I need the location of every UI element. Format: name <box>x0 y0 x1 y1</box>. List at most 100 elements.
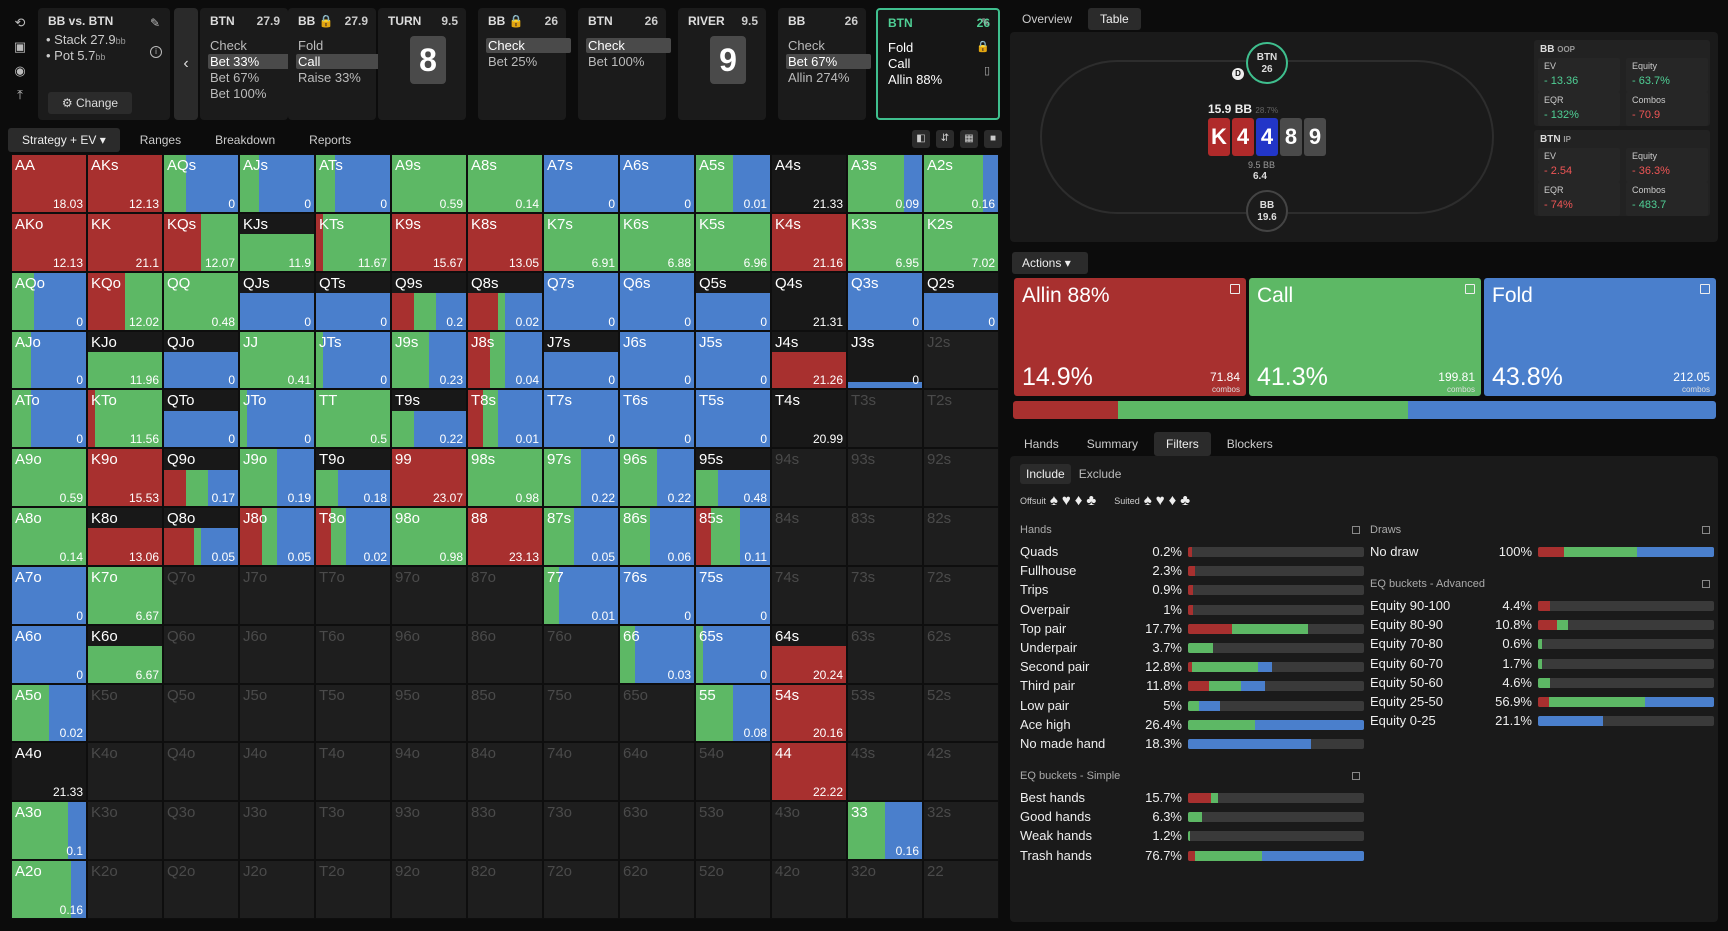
change-button[interactable]: ⚙ Change <box>48 92 132 114</box>
hand-cell[interactable]: 99 23.07 <box>391 448 467 508</box>
hand-cell[interactable]: K9s 15.67 <box>391 212 467 272</box>
filter-row[interactable]: Equity 0-25 21.1% <box>1370 711 1714 730</box>
hand-cell[interactable]: J8s 0.04 <box>467 330 543 390</box>
hand-cell[interactable]: Q3o <box>163 801 239 861</box>
hand-cell[interactable]: 64o <box>619 742 695 802</box>
node-option[interactable]: Bet 25% <box>488 54 538 69</box>
tab-summary[interactable]: Summary <box>1086 437 1139 451</box>
hand-cell[interactable]: 43o <box>771 801 847 861</box>
hand-cell[interactable]: J5o <box>239 683 315 743</box>
hand-cell[interactable]: AJs 0 <box>239 154 315 213</box>
filter-row[interactable]: Equity 25-50 56.9% <box>1370 692 1714 711</box>
hand-cell[interactable]: AKo 12.13 <box>11 212 87 272</box>
save-icon[interactable]: ▣ <box>13 39 27 54</box>
hand-cell[interactable]: 92o <box>391 860 467 919</box>
hand-cell[interactable]: 95s 0.48 <box>695 448 771 508</box>
tab-table[interactable]: Table <box>1088 8 1141 30</box>
hand-cell[interactable]: Q2s 0 <box>923 271 999 331</box>
hand-cell[interactable]: 94o <box>391 742 467 802</box>
hand-cell[interactable]: 84s <box>771 507 847 566</box>
tree-node-3[interactable]: BB 🔒 26 Check Bet 25% <box>478 8 571 120</box>
hand-cell[interactable]: ATs 0 <box>315 154 391 213</box>
hand-cell[interactable]: K6o 6.67 <box>87 624 163 684</box>
hand-cell[interactable]: 84o <box>467 742 543 802</box>
hand-cell[interactable]: 82s <box>923 507 999 566</box>
filter-row[interactable]: Underpair 3.7% <box>1020 638 1364 657</box>
hand-cell[interactable]: 83s <box>847 507 923 566</box>
seat-btn[interactable]: BTN 26 <box>1246 42 1288 84</box>
node-option[interactable]: Check <box>486 38 571 53</box>
square-icon[interactable] <box>1465 284 1475 294</box>
chevron-left-icon[interactable]: ‹ <box>174 8 198 120</box>
filter-row[interactable]: Overpair 1% <box>1020 600 1364 619</box>
hand-cell[interactable]: 73o <box>543 801 619 861</box>
hand-cell[interactable]: T3o <box>315 801 391 861</box>
hand-cell[interactable]: 54s 20.16 <box>771 683 847 743</box>
hand-cell[interactable]: 64s 20.24 <box>771 624 847 684</box>
hand-cell[interactable]: 43s <box>847 742 923 802</box>
hand-cell[interactable]: J2o <box>239 860 315 919</box>
hand-cell[interactable]: KQo 12.02 <box>87 271 163 331</box>
filter-row[interactable]: No made hand 18.3% <box>1020 734 1364 753</box>
hand-cell[interactable]: T5o <box>315 683 391 743</box>
hand-cell[interactable]: 93o <box>391 801 467 861</box>
hand-cell[interactable]: 75o <box>543 683 619 743</box>
filter-row[interactable]: Good hands 6.3% <box>1020 807 1364 826</box>
hand-cell[interactable]: J5s 0 <box>695 330 771 390</box>
hand-cell[interactable]: Q9s 0.2 <box>391 271 467 331</box>
hand-cell[interactable]: A3s 0.09 <box>847 154 923 213</box>
compact-icon[interactable]: ⇵ <box>936 130 954 148</box>
hand-cell[interactable]: A6o 0 <box>11 624 87 684</box>
hand-cell[interactable]: J7o <box>239 565 315 625</box>
hand-cell[interactable]: T3s <box>847 389 923 449</box>
hand-cell[interactable]: 86s 0.06 <box>619 507 695 566</box>
hand-cell[interactable]: AQo 0 <box>11 271 87 331</box>
hand-cell[interactable]: 96s 0.22 <box>619 448 695 508</box>
square-icon[interactable] <box>1700 284 1710 294</box>
edit-icon[interactable]: ✎ <box>980 17 990 29</box>
hand-cell[interactable]: A7s 0 <box>543 154 619 213</box>
hand-cell[interactable]: J6o <box>239 624 315 684</box>
hand-cell[interactable]: 72s <box>923 565 999 625</box>
hand-cell[interactable]: K5o <box>87 683 163 743</box>
hand-cell[interactable]: K2s 7.02 <box>923 212 999 272</box>
hand-cell[interactable]: K3o <box>87 801 163 861</box>
hand-cell[interactable]: 95o <box>391 683 467 743</box>
grid-icon[interactable]: ▦ <box>960 130 978 148</box>
hand-cell[interactable]: 77 0.01 <box>543 565 619 625</box>
node-option[interactable]: Raise 33% <box>298 70 361 85</box>
hand-cell[interactable]: JTs 0 <box>315 330 391 390</box>
hand-cell[interactable]: QTs 0 <box>315 271 391 331</box>
hand-cell[interactable]: Q2o <box>163 860 239 919</box>
tree-node-6[interactable]: BB 26 Check Bet 67% Allin 274% <box>778 8 871 120</box>
hand-cell[interactable]: 52o <box>695 860 771 919</box>
hand-cell[interactable]: Q4o <box>163 742 239 802</box>
actions-dropdown[interactable]: Actions ▾ <box>1012 252 1088 274</box>
hand-cell[interactable]: 97o <box>391 565 467 625</box>
filter-row[interactable]: Best hands 15.7% <box>1020 788 1364 807</box>
hand-cell[interactable]: K9o 15.53 <box>87 448 163 508</box>
edit-icon[interactable]: ✎ <box>150 16 161 30</box>
hand-cell[interactable]: 93s <box>847 448 923 508</box>
hand-cell[interactable]: KQs 12.07 <box>163 212 239 272</box>
suit-toggle-icon[interactable]: ♣ <box>1086 492 1097 509</box>
tab-strategy-ev[interactable]: Strategy + EV ▾ <box>8 128 120 152</box>
hand-cell[interactable]: Q5o <box>163 683 239 743</box>
hand-cell[interactable]: 55 0.08 <box>695 683 771 743</box>
tree-node-2[interactable]: TURN 9.5 8 <box>378 8 466 120</box>
hand-cell[interactable]: J9o 0.19 <box>239 448 315 508</box>
node-option[interactable]: Check <box>788 38 825 53</box>
filter-row[interactable]: Ace high 26.4% <box>1020 715 1364 734</box>
hand-cell[interactable]: KK 21.1 <box>87 212 163 272</box>
hand-cell[interactable]: T7s 0 <box>543 389 619 449</box>
hand-cell[interactable]: TT 0.5 <box>315 389 391 449</box>
hand-cell[interactable]: K5s 6.96 <box>695 212 771 272</box>
hand-cell[interactable]: Q5s 0 <box>695 271 771 331</box>
filter-row[interactable]: Equity 60-70 1.7% <box>1370 654 1714 673</box>
filter-row[interactable]: Low pair 5% <box>1020 696 1364 715</box>
suit-toggle-icon[interactable]: ♥ <box>1155 492 1165 509</box>
tab-hands[interactable]: Hands <box>1024 437 1059 451</box>
filter-row[interactable]: Trash hands 76.7% <box>1020 846 1364 865</box>
gamepad-icon[interactable]: ◉ <box>14 63 26 78</box>
hand-cell[interactable]: K7o 6.67 <box>87 565 163 625</box>
